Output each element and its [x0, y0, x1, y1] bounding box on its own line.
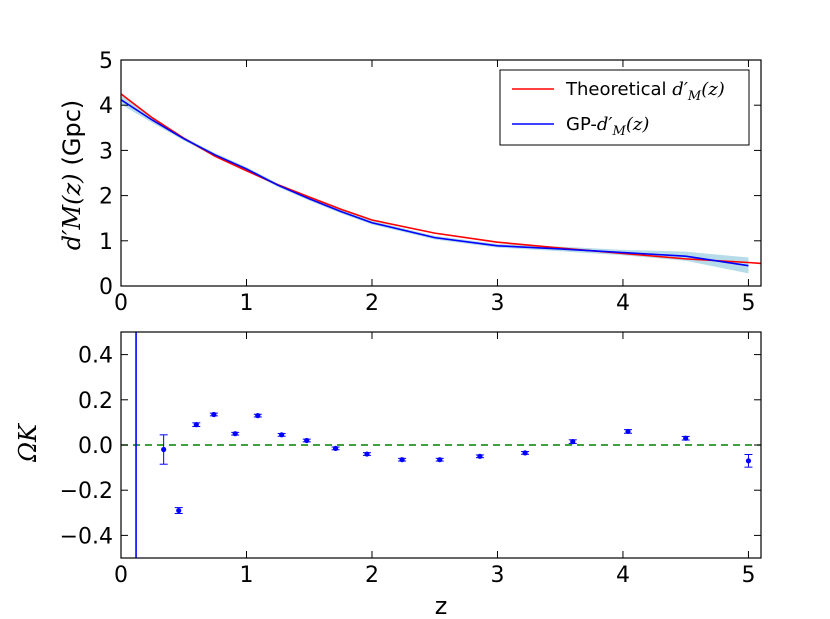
top-ytick-label: 2 — [99, 185, 113, 210]
bottom-panel: 0 1 2 3 4 5 0.4 0.2 0.0 −0.2 −0.4 ΩK z — [14, 331, 762, 619]
bottom-xtick-label: 0 — [114, 563, 128, 588]
data-point — [332, 445, 339, 451]
data-point — [255, 413, 261, 419]
data-point — [211, 411, 217, 418]
top-ytick-label: 5 — [99, 49, 113, 74]
bottom-ytick-label: 0.4 — [78, 344, 113, 369]
bottom-xtick-label: 5 — [741, 563, 755, 588]
bottom-ytick-label: −0.4 — [60, 524, 113, 549]
bottom-ytick-label: −0.2 — [60, 479, 113, 504]
legend-label-theoretical: Theoretical d′M(z) — [565, 79, 725, 104]
top-xtick-label: 0 — [114, 291, 128, 316]
top-xtick-label: 2 — [365, 291, 379, 316]
bottom-xtick-label: 3 — [490, 563, 504, 588]
data-point — [161, 446, 167, 453]
legend: Theoretical d′M(z) GP-d′M(z) — [499, 69, 750, 146]
top-axes-frame — [120, 59, 762, 287]
bottom-plot-area — [121, 332, 761, 558]
data-point — [437, 457, 443, 463]
data-point — [399, 457, 405, 463]
data-point — [232, 431, 238, 437]
data-point — [570, 439, 576, 445]
top-xtick-label: 5 — [741, 291, 755, 316]
top-xtick-label: 4 — [616, 291, 630, 316]
data-point — [683, 435, 689, 441]
top-ticks: 0 1 2 3 4 5 0 1 2 3 4 5 — [99, 49, 761, 316]
top-ytick-label: 1 — [99, 230, 113, 255]
data-point — [176, 507, 182, 514]
top-xtick-label: 1 — [239, 291, 253, 316]
bottom-xtick-label: 1 — [239, 563, 253, 588]
bottom-ylabel: ΩK — [14, 422, 42, 463]
data-point — [304, 437, 310, 444]
bottom-xtick-label: 4 — [616, 563, 630, 588]
data-point — [477, 453, 483, 459]
bottom-ytick-label: 0.0 — [78, 434, 113, 459]
data-point — [625, 428, 631, 435]
top-plot-area — [121, 93, 761, 274]
data-point — [193, 422, 199, 428]
top-ylabel: d′M(z)(Gpc) — [58, 100, 86, 251]
bottom-ytick-label: 0.2 — [78, 389, 113, 414]
top-ytick-label: 3 — [99, 139, 113, 164]
bottom-ticks: 0 1 2 3 4 5 0.4 0.2 0.0 −0.2 −0.4 — [60, 332, 761, 588]
data-point — [279, 432, 285, 438]
gp-curve — [121, 99, 749, 267]
data-point — [522, 450, 528, 456]
data-point — [745, 458, 752, 464]
top-ytick-label: 4 — [99, 94, 113, 119]
bottom-xtick-label: 2 — [365, 563, 379, 588]
bottom-xlabel: z — [435, 592, 448, 619]
top-ytick-label: 0 — [99, 275, 113, 300]
data-point — [364, 451, 370, 457]
top-xtick-label: 3 — [490, 291, 504, 316]
top-panel: 0 1 2 3 4 5 0 1 2 3 4 5 d′M(z)(Gpc) Theoretical d′M… — [58, 49, 762, 316]
